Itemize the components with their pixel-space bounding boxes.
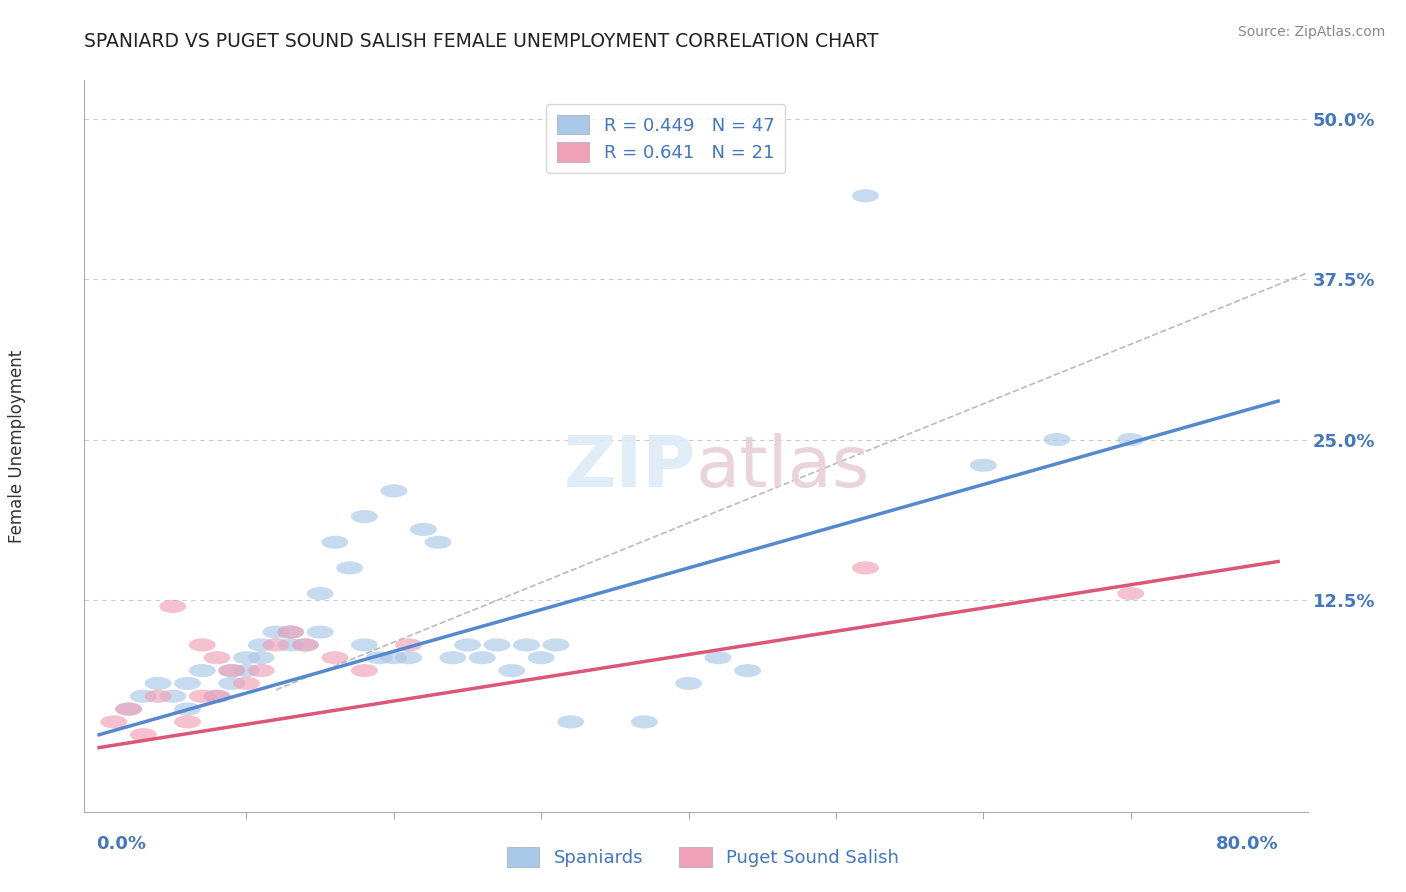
Ellipse shape [100,715,128,729]
Ellipse shape [204,651,231,665]
Ellipse shape [454,639,481,651]
Ellipse shape [307,625,333,639]
Ellipse shape [352,639,378,651]
Ellipse shape [159,599,186,613]
Ellipse shape [381,651,408,665]
Ellipse shape [381,484,408,498]
Ellipse shape [174,703,201,715]
Ellipse shape [395,639,422,651]
Ellipse shape [204,690,231,703]
Ellipse shape [277,639,304,651]
Text: 80.0%: 80.0% [1215,835,1278,853]
Ellipse shape [263,639,290,651]
Ellipse shape [366,651,392,665]
Ellipse shape [352,664,378,677]
Ellipse shape [145,677,172,690]
Ellipse shape [484,639,510,651]
Ellipse shape [277,625,304,639]
Text: Female Unemployment: Female Unemployment [8,350,27,542]
Ellipse shape [468,651,496,665]
Text: 0.0%: 0.0% [96,835,146,853]
Ellipse shape [115,703,142,715]
Ellipse shape [336,561,363,574]
Ellipse shape [322,536,349,549]
Text: Source: ZipAtlas.com: Source: ZipAtlas.com [1237,25,1385,39]
Text: ZIP: ZIP [564,434,696,502]
Ellipse shape [631,715,658,729]
Ellipse shape [411,523,437,536]
Ellipse shape [129,728,156,741]
Ellipse shape [322,651,349,665]
Ellipse shape [395,651,422,665]
Ellipse shape [247,651,274,665]
Ellipse shape [233,651,260,665]
Ellipse shape [675,677,702,690]
Ellipse shape [115,703,142,715]
Ellipse shape [527,651,555,665]
Ellipse shape [498,664,526,677]
Ellipse shape [263,625,290,639]
Ellipse shape [233,664,260,677]
Text: SPANIARD VS PUGET SOUND SALISH FEMALE UNEMPLOYMENT CORRELATION CHART: SPANIARD VS PUGET SOUND SALISH FEMALE UN… [84,32,879,51]
Ellipse shape [734,664,761,677]
Legend: R = 0.449   N = 47, R = 0.641   N = 21: R = 0.449 N = 47, R = 0.641 N = 21 [546,104,786,173]
Ellipse shape [218,664,245,677]
Ellipse shape [174,715,201,729]
Ellipse shape [1043,433,1070,446]
Ellipse shape [1118,433,1144,446]
Ellipse shape [204,690,231,703]
Ellipse shape [704,651,731,665]
Ellipse shape [1118,587,1144,600]
Ellipse shape [218,664,245,677]
Ellipse shape [188,664,215,677]
Ellipse shape [852,189,879,202]
Ellipse shape [277,625,304,639]
Ellipse shape [174,677,201,690]
Ellipse shape [852,561,879,574]
Ellipse shape [188,690,215,703]
Ellipse shape [439,651,467,665]
Ellipse shape [247,664,274,677]
Ellipse shape [307,587,333,600]
Ellipse shape [188,639,215,651]
Legend: Spaniards, Puget Sound Salish: Spaniards, Puget Sound Salish [499,839,907,874]
Ellipse shape [970,458,997,472]
Ellipse shape [218,677,245,690]
Ellipse shape [425,536,451,549]
Ellipse shape [292,639,319,651]
Ellipse shape [543,639,569,651]
Ellipse shape [513,639,540,651]
Ellipse shape [557,715,583,729]
Text: atlas: atlas [696,434,870,502]
Ellipse shape [145,690,172,703]
Ellipse shape [247,639,274,651]
Ellipse shape [159,690,186,703]
Ellipse shape [352,510,378,524]
Ellipse shape [233,677,260,690]
Ellipse shape [129,690,156,703]
Ellipse shape [292,639,319,651]
